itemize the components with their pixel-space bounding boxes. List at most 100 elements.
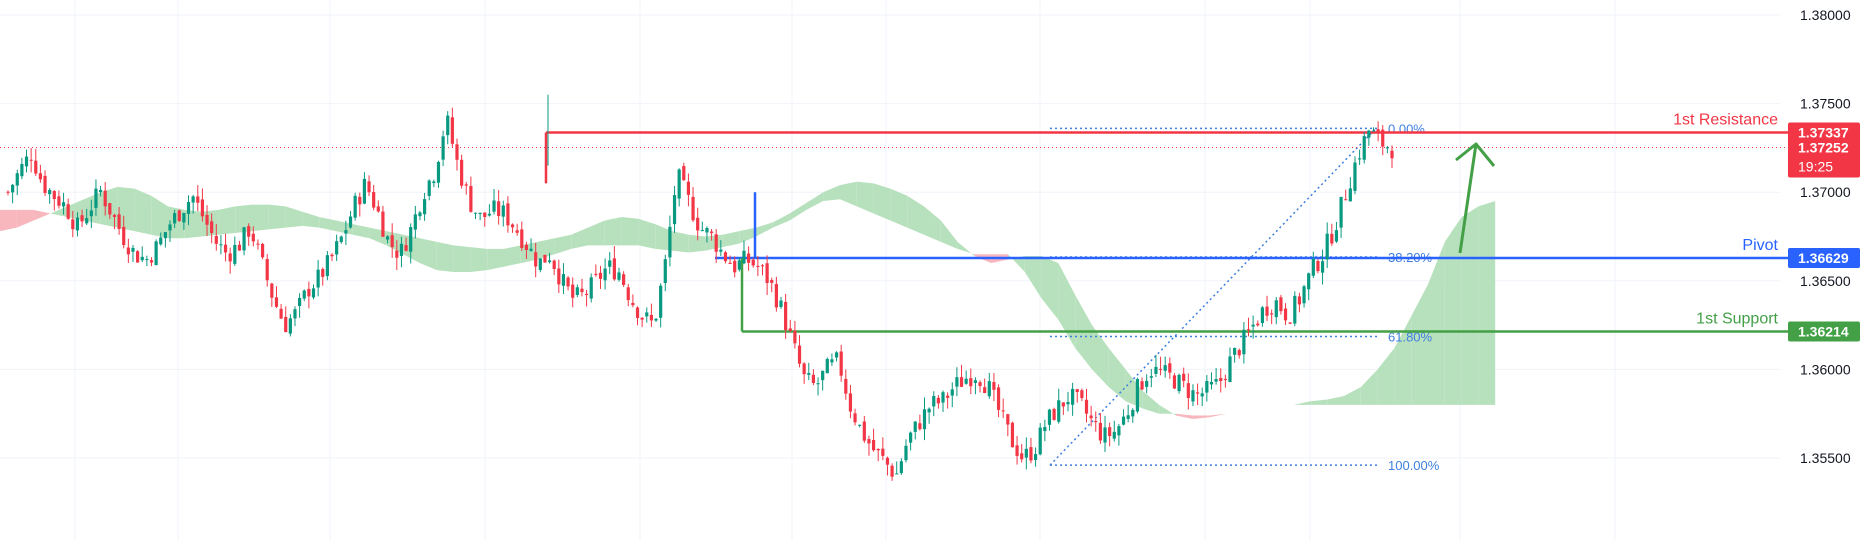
candle [126, 238, 130, 263]
candle [1006, 413, 1010, 437]
candle [98, 185, 103, 197]
candle [839, 344, 843, 382]
fibonacci-retracement: 0.00%38.20%61.80%100.00% [1049, 121, 1440, 473]
candle [381, 205, 385, 237]
candle [1140, 377, 1144, 391]
cloud-segment [235, 204, 252, 233]
cloud-segment [420, 238, 437, 271]
candle [547, 252, 552, 264]
cloud-segment [1260, 408, 1277, 412]
candle [390, 223, 394, 258]
candle [1246, 317, 1251, 337]
candle [173, 209, 177, 228]
candle [409, 223, 413, 264]
candle [807, 362, 811, 381]
candle [1084, 388, 1089, 423]
candle [1052, 407, 1056, 421]
candle [436, 160, 441, 188]
candle [631, 294, 635, 308]
candle [1348, 177, 1352, 202]
candle [1367, 129, 1371, 146]
candle [404, 237, 408, 252]
candle [723, 250, 728, 264]
candle [510, 223, 515, 233]
candle [534, 242, 538, 278]
candle [1288, 322, 1292, 325]
cloud-segment [33, 209, 51, 221]
candle [492, 188, 496, 215]
candle [1057, 388, 1061, 424]
candle [765, 255, 769, 296]
candle [1390, 145, 1394, 169]
price-axis[interactable]: 1.38000 1.37500 1.37000 1.36500 1.36000 1.355… [1789, 0, 1851, 540]
candle [131, 245, 135, 263]
y-tick-label: 1.36500 [1800, 273, 1851, 289]
y-tick-label: 1.37000 [1800, 184, 1851, 200]
y-tick-label: 1.38000 [1800, 7, 1851, 23]
candle [1158, 356, 1163, 376]
candle [1154, 354, 1158, 377]
candle [1334, 221, 1339, 243]
cloud-segment [957, 241, 975, 256]
cloud-segment [184, 209, 202, 239]
candle [362, 172, 367, 205]
candle [932, 391, 936, 417]
candle [834, 351, 839, 362]
candle [964, 370, 968, 385]
candle [876, 448, 880, 462]
candle [274, 286, 279, 309]
candle [418, 210, 422, 221]
fib-trendline [1049, 127, 1377, 466]
candle [1163, 356, 1167, 378]
candle [686, 173, 691, 207]
candle [94, 179, 98, 216]
candle [1061, 402, 1065, 415]
level-name-label: 1st Support [1696, 310, 1778, 327]
y-tick-label: 1.35500 [1800, 450, 1851, 466]
candle [335, 234, 339, 261]
candle [1033, 447, 1038, 467]
candle [909, 431, 913, 451]
candle [11, 183, 15, 204]
candle [1233, 347, 1237, 363]
candle [66, 198, 70, 220]
candle [1270, 309, 1274, 325]
cloud-segment [1092, 325, 1109, 388]
candle [1302, 284, 1306, 308]
candle [515, 223, 519, 236]
cloud-segment [1360, 369, 1378, 405]
candle [330, 253, 334, 262]
candle [580, 278, 584, 297]
candle [441, 130, 445, 167]
cloud-segment [302, 211, 320, 228]
candle [344, 220, 348, 246]
candle [973, 377, 978, 395]
candle [797, 335, 802, 368]
candle [890, 463, 894, 481]
cloud-segment [0, 209, 17, 232]
candle [821, 370, 825, 391]
up-arrow-icon [1455, 142, 1496, 254]
candle [1066, 391, 1070, 412]
candle [487, 204, 491, 217]
candle [946, 392, 950, 409]
cloud-segment [453, 245, 471, 272]
cloud-segment [823, 185, 840, 202]
cloud-segment [1209, 413, 1227, 418]
cloud-segment [1058, 263, 1076, 349]
cloud-segment [856, 181, 874, 214]
candle [108, 203, 112, 219]
candle [376, 200, 380, 213]
candle [353, 192, 357, 221]
candle [43, 170, 47, 196]
cloud-segment [789, 202, 807, 221]
candle [168, 220, 172, 242]
level-name-label: Pivot [1742, 237, 1778, 254]
cloud-segment [1377, 348, 1395, 405]
candle [682, 162, 686, 181]
svg-text:1.36214: 1.36214 [1798, 323, 1849, 339]
current-price-tag: 1.37252 19:25 [1788, 137, 1860, 178]
candle [223, 233, 228, 262]
candle [589, 273, 593, 303]
